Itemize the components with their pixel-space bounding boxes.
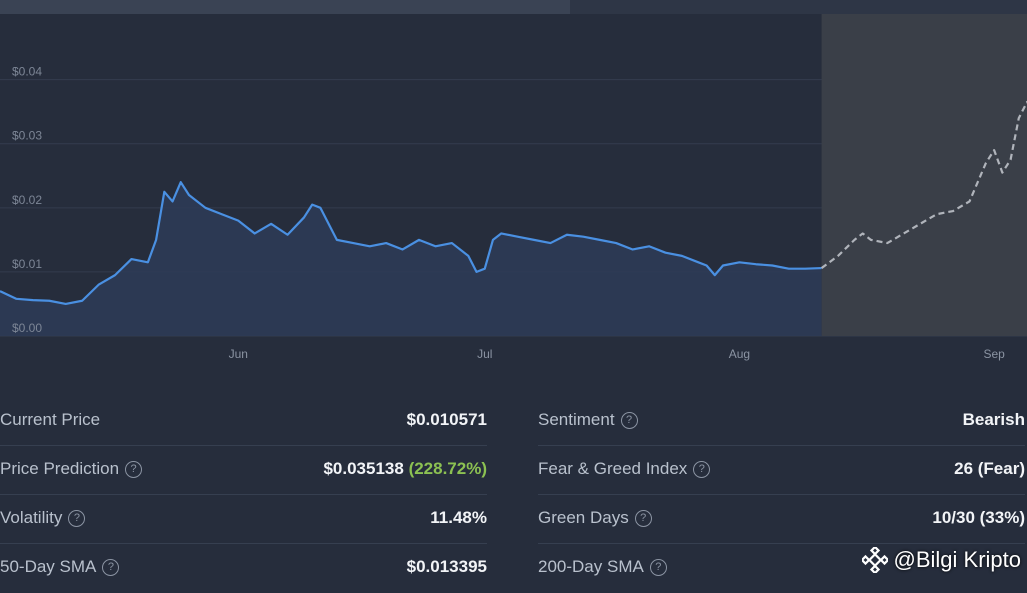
y-axis-ticks: $0.00 $0.01 $0.02 $0.03 $0.04 (12, 65, 42, 335)
x-tick-label: Jun (229, 347, 248, 361)
stat-label: 50-Day SMA? (0, 557, 120, 577)
prediction-change: (228.72%) (408, 459, 487, 478)
forecast-line (820, 100, 1027, 269)
divider (0, 494, 487, 495)
stat-row-fear-greed: Fear & Greed Index? 26 (Fear) (538, 447, 1025, 495)
stat-label: Current Price (0, 410, 101, 429)
chart-lines (0, 100, 1027, 306)
price-line (0, 181, 822, 306)
help-icon[interactable]: ? (649, 558, 667, 576)
divider (0, 543, 487, 544)
chart-areas (0, 182, 822, 336)
stat-value: 11.48% (430, 508, 487, 527)
stat-label: Sentiment? (538, 410, 638, 430)
y-tick-label: $0.02 (12, 193, 42, 207)
stat-value: Bearish (962, 410, 1025, 429)
divider (0, 445, 487, 446)
y-tick-label: $0.01 (12, 257, 42, 271)
stat-value: $0.035138 (228.72%) (323, 459, 487, 478)
help-icon[interactable]: ? (102, 558, 120, 576)
stat-label: Green Days? (538, 508, 652, 528)
watermark-text: @Bilgi Kripto (893, 547, 1022, 572)
stat-label: 200-Day SMA? (538, 557, 667, 577)
binance-diamond-icon (861, 547, 888, 573)
y-tick-label: $0.04 (12, 65, 42, 79)
stat-row-sentiment: Sentiment? Bearish (538, 398, 1025, 446)
help-icon[interactable]: ? (620, 411, 638, 429)
stat-row-current-price: Current Price $0.010571 (0, 398, 487, 446)
help-icon[interactable]: ? (634, 509, 652, 527)
scrollbar-track (570, 0, 1027, 14)
x-tick-label: Sep (983, 347, 1005, 361)
stat-row-price-prediction: Price Prediction? $0.035138 (228.72%) (0, 447, 487, 495)
watermark: @Bilgi Kripto (861, 547, 1022, 573)
stat-row-50-day-sma: 50-Day SMA? $0.013395 (0, 545, 487, 593)
stat-value: $0.010571 (406, 410, 487, 429)
x-tick-label: Jul (477, 347, 492, 361)
stat-value: 10/30 (33%) (932, 508, 1025, 527)
divider (538, 543, 1025, 544)
x-axis-ticks: Jun Jul Aug Sep (229, 347, 1006, 361)
help-icon[interactable]: ? (693, 460, 711, 478)
stat-value: $0.013395 (406, 557, 487, 576)
price-area (0, 182, 822, 336)
price-chart: $0.00 $0.01 $0.02 $0.03 $0.04 Jun Jul Aug Sep (0, 14, 1027, 361)
x-tick-label: Aug (729, 347, 750, 361)
forecast-shade (821, 14, 1027, 336)
stat-label: Fear & Greed Index? (538, 459, 711, 479)
help-icon[interactable]: ? (68, 509, 86, 527)
scrollbar-thumb[interactable] (0, 0, 570, 14)
stat-row-green-days: Green Days? 10/30 (33%) (538, 496, 1025, 544)
stat-label: Price Prediction? (0, 459, 143, 479)
stat-value: 26 (Fear) (954, 459, 1025, 478)
y-tick-label: $0.03 (12, 129, 42, 143)
stat-row-200-day-sma: 200-Day SMA? (538, 545, 1025, 593)
divider (538, 494, 1025, 495)
stat-label: Volatility? (0, 508, 86, 528)
divider (538, 445, 1025, 446)
help-icon[interactable]: ? (125, 460, 143, 478)
forecast-region (821, 14, 1027, 336)
top-scrollbar[interactable] (0, 0, 1027, 14)
stat-row-volatility: Volatility? 11.48% (0, 496, 487, 544)
y-tick-label: $0.00 (12, 321, 42, 335)
